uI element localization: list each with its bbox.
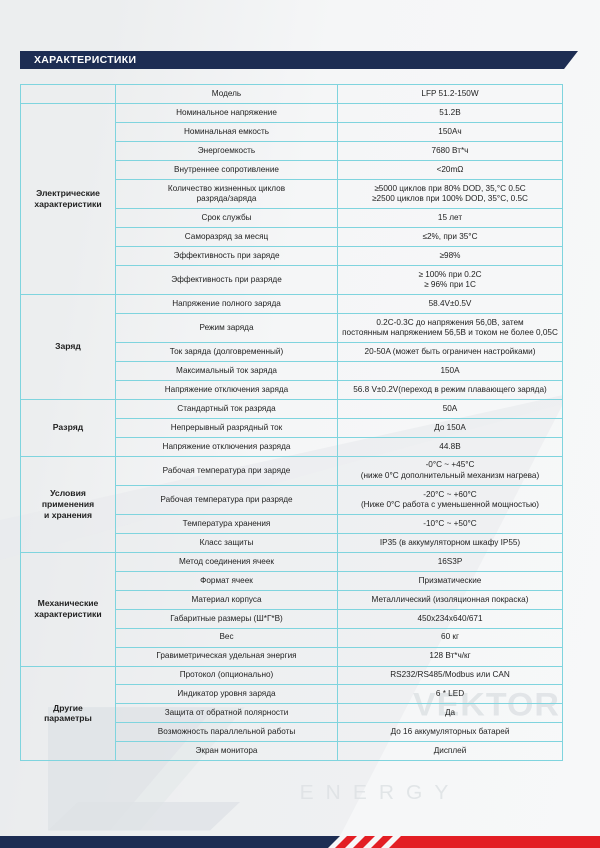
svg-text:ENERGY: ENERGY xyxy=(300,782,461,804)
